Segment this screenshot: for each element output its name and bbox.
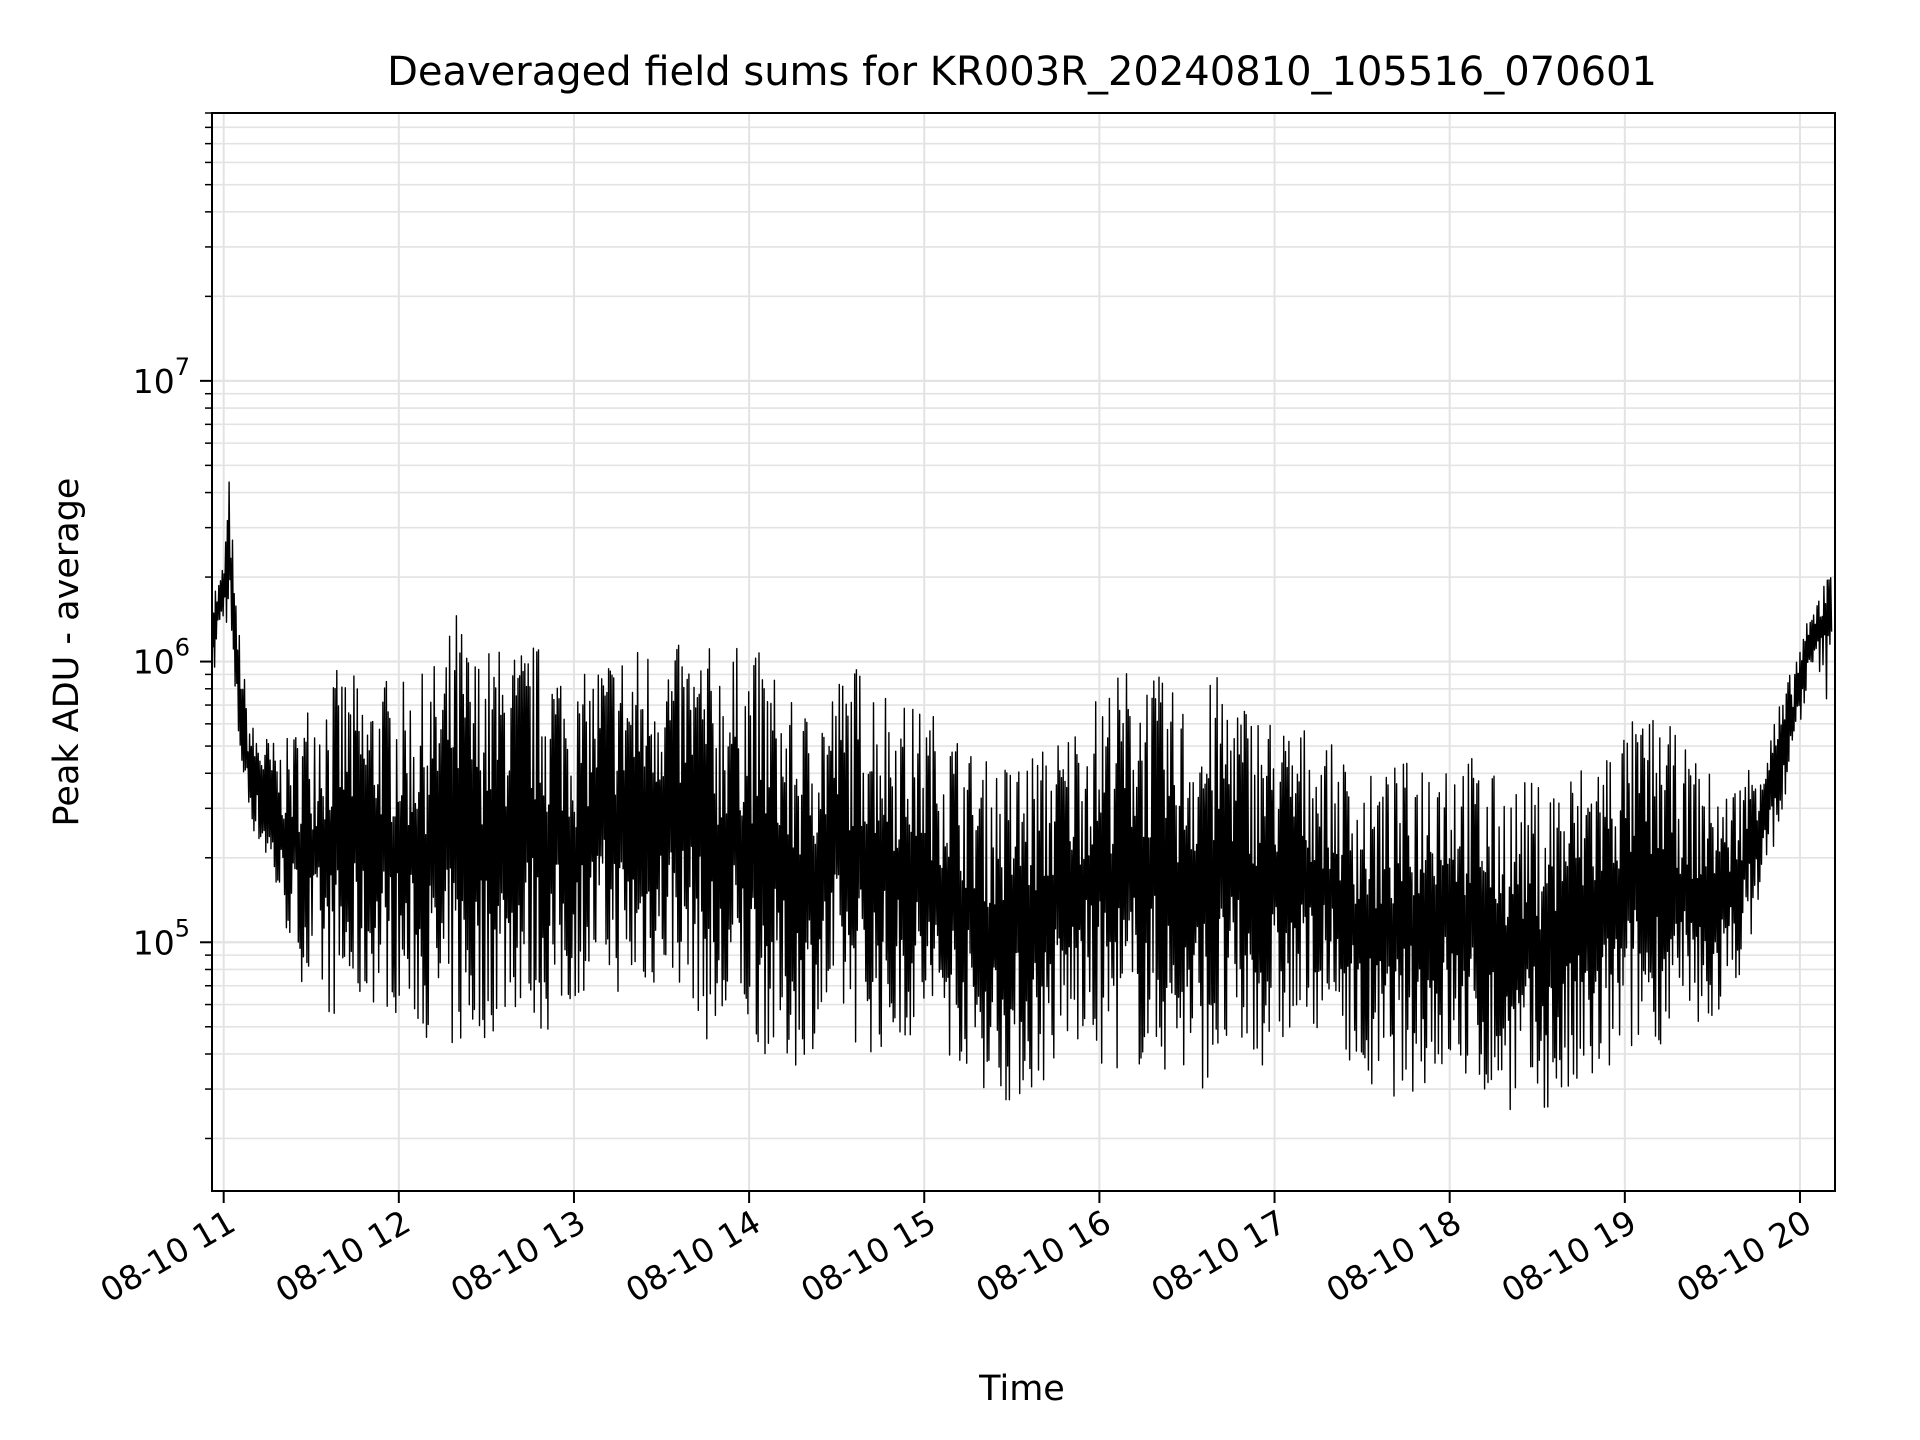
y-tick-label: 106 [133, 634, 190, 682]
x-axis-label: Time [978, 1369, 1065, 1409]
y-axis-label: Peak ADU - average [47, 478, 87, 827]
plot-frame [211, 112, 1836, 1192]
chart-title: Deaveraged field sums for KR003R_2024081… [387, 49, 1657, 95]
y-axis-ticks: 105 106 107 [133, 112, 212, 1140]
series-line [211, 481, 1833, 1111]
y-tick-label: 107 [133, 353, 190, 401]
plot-area [211, 481, 1833, 1111]
y-tick-label: 105 [133, 914, 190, 962]
